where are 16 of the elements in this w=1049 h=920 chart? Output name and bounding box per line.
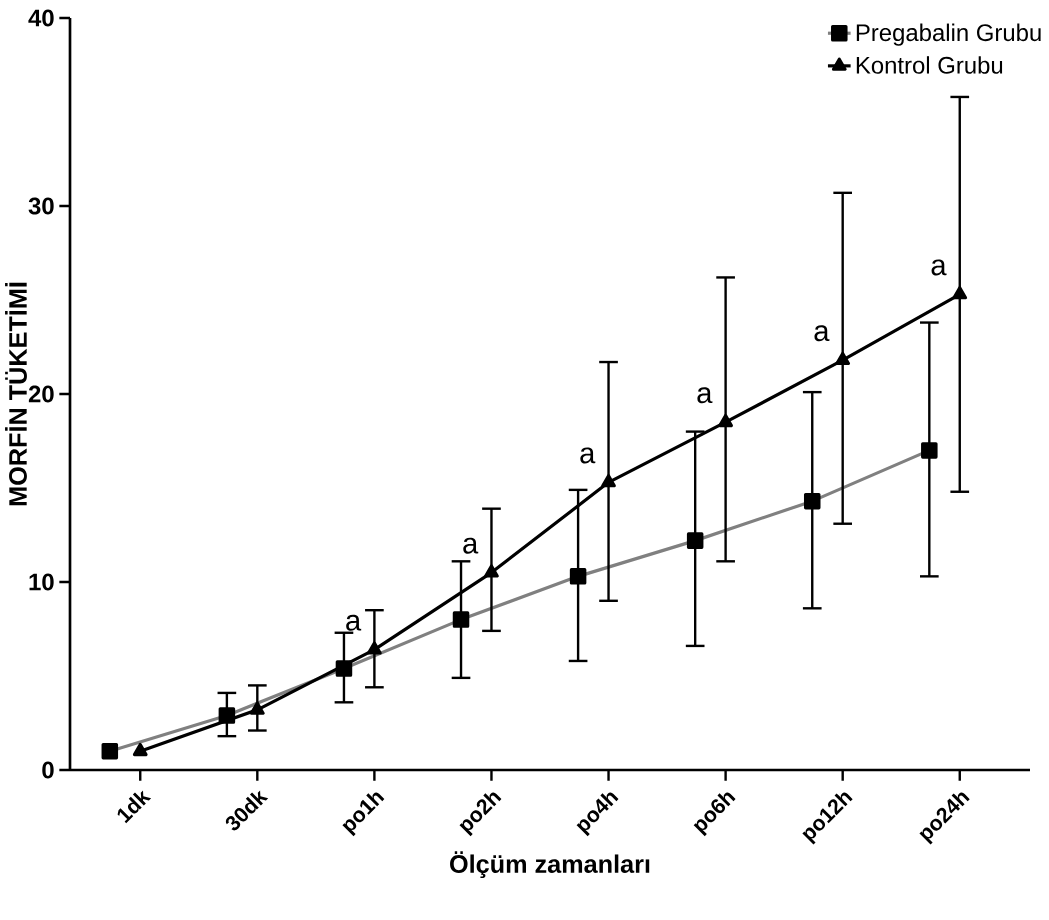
annotation: a — [346, 614, 362, 631]
x-tick-label: 1dk — [117, 790, 152, 824]
legend-label: Kontrol Grubu — [856, 56, 1003, 74]
y-tick-label: 20 — [28, 385, 54, 403]
x-axis-title: Ölçüm zamanları — [450, 851, 650, 878]
y-tick-label: 40 — [28, 9, 54, 27]
annotation: a — [931, 259, 947, 276]
y-tick-label: 10 — [29, 573, 54, 591]
annotation: a — [814, 325, 830, 342]
annotation: a — [697, 387, 713, 404]
y-tick-label: 0 — [42, 761, 54, 779]
legend-label: Pregabalin Grubu — [856, 23, 1041, 46]
y-axis-title: MORFİN TÜKETİMİ — [5, 282, 27, 506]
annotation: a — [463, 537, 479, 554]
annotation: a — [580, 447, 596, 464]
y-tick-label: 30 — [28, 197, 54, 215]
